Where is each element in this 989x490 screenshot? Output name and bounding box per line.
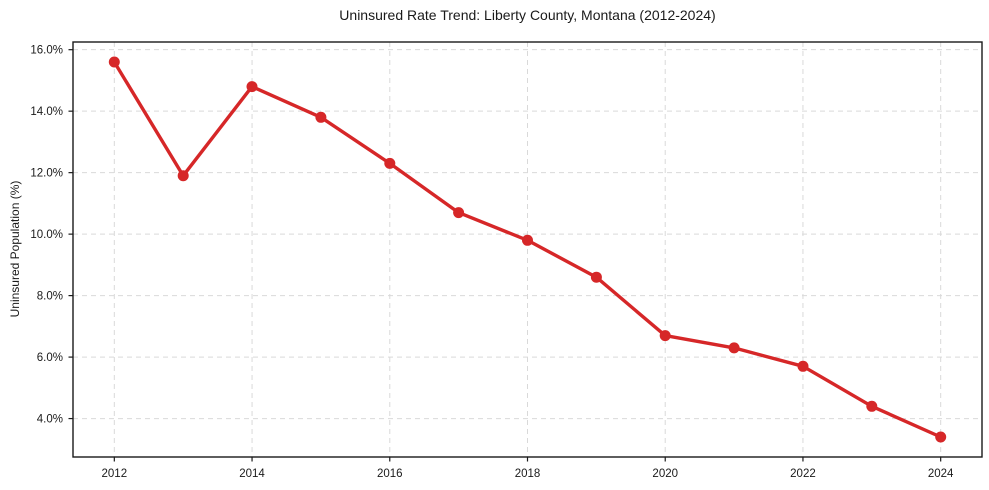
data-point-2022 bbox=[797, 360, 809, 372]
data-point-2014 bbox=[246, 81, 258, 93]
x-tick-label-2012: 2012 bbox=[102, 468, 128, 480]
chart-title: Uninsured Rate Trend: Liberty County, Mo… bbox=[339, 7, 716, 23]
data-point-2023 bbox=[866, 400, 878, 412]
x-tick-label-2024: 2024 bbox=[928, 468, 954, 480]
data-point-2021 bbox=[728, 342, 740, 354]
data-point-2015 bbox=[315, 111, 327, 123]
x-tick-label-2018: 2018 bbox=[515, 468, 541, 480]
x-tick-label-2020: 2020 bbox=[652, 468, 678, 480]
data-point-2012 bbox=[108, 56, 120, 68]
y-tick-label-16: 16.0% bbox=[30, 45, 63, 57]
data-point-2019 bbox=[590, 271, 602, 283]
data-point-2013 bbox=[177, 170, 189, 182]
data-point-2020 bbox=[659, 330, 671, 342]
data-point-2018 bbox=[522, 234, 533, 246]
y-tick-label-12: 12.0% bbox=[30, 168, 63, 180]
y-tick-label-6: 6.0% bbox=[37, 352, 63, 364]
y-tick-label-10: 10.0% bbox=[30, 229, 63, 241]
data-point-2016 bbox=[384, 157, 396, 169]
x-tick-label-2022: 2022 bbox=[790, 468, 816, 480]
data-point-2017 bbox=[453, 207, 465, 219]
y-tick-label-8: 8.0% bbox=[37, 291, 63, 303]
x-tick-label-2014: 2014 bbox=[239, 468, 265, 480]
data-point-2024 bbox=[935, 431, 947, 443]
y-tick-label-14: 14.0% bbox=[30, 106, 63, 118]
y-tick-label-4: 4.0% bbox=[37, 414, 63, 426]
x-tick-label-2016: 2016 bbox=[377, 468, 403, 480]
